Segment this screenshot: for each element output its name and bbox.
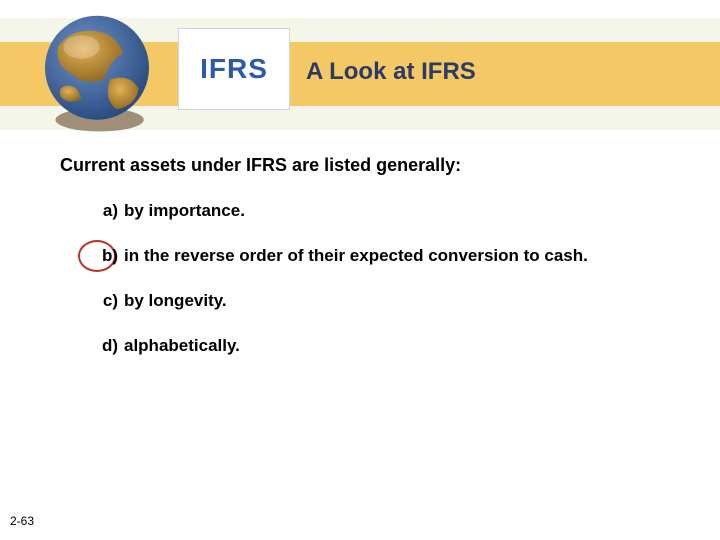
header-title: A Look at IFRS [306, 58, 476, 86]
content-area: Current assets under IFRS are listed gen… [60, 155, 660, 380]
option-text: by longevity. [124, 291, 227, 310]
option-text: by importance. [124, 201, 245, 220]
option-c: c) by longevity. [88, 290, 660, 313]
slide-number: 2-63 [10, 514, 34, 528]
option-text: in the reverse order of their expected c… [124, 246, 588, 265]
option-letter: b) [88, 245, 118, 268]
question-text: Current assets under IFRS are listed gen… [60, 155, 660, 176]
option-letter: c) [88, 290, 118, 313]
option-letter: a) [88, 200, 118, 223]
globe-icon [32, 8, 162, 138]
option-a: a) by importance. [88, 200, 660, 223]
option-b: b) in the reverse order of their expecte… [88, 245, 660, 268]
slide: IFRS A Look at IFRS Current assets under… [0, 0, 720, 540]
ifrs-logo-text: IFRS [200, 53, 268, 85]
option-d: d) alphabetically. [88, 335, 660, 358]
option-text: alphabetically. [124, 336, 240, 355]
ifrs-logo-box: IFRS [178, 28, 290, 110]
option-letter: d) [88, 335, 118, 358]
options-list: a) by importance. b) in the reverse orde… [60, 200, 660, 358]
